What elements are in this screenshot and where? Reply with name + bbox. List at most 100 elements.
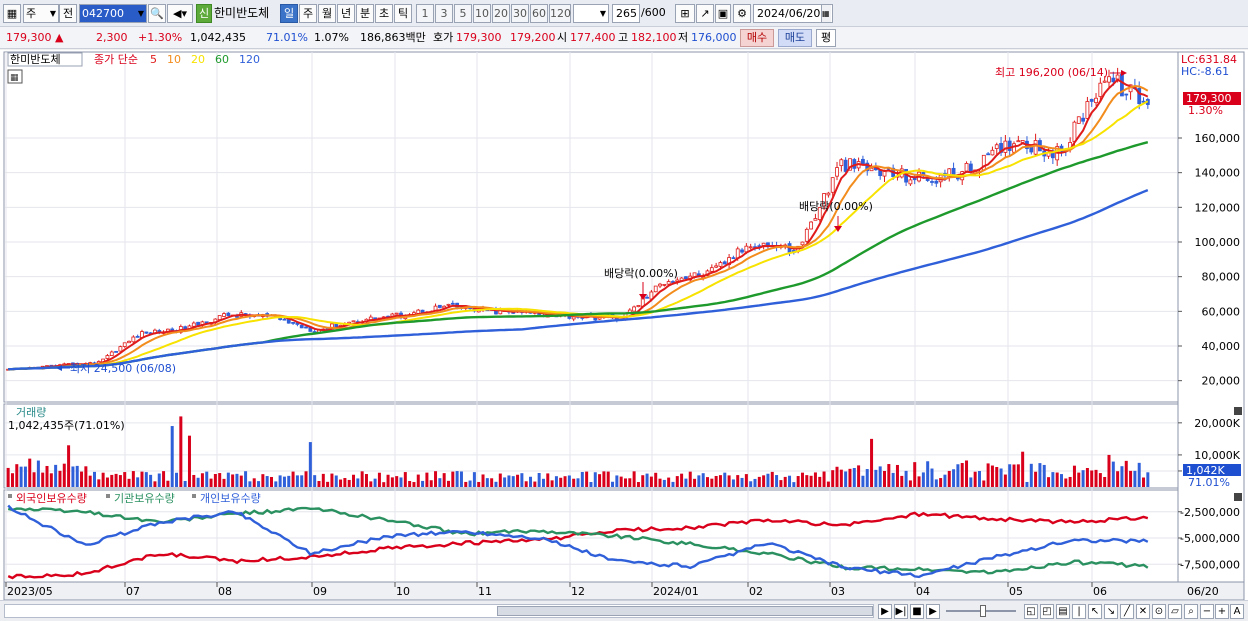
holdings-panel-close-icon[interactable]	[1234, 493, 1242, 501]
volume-tick-label: 10,000K	[1194, 449, 1240, 462]
table-icon[interactable]	[7, 69, 23, 84]
interval-30[interactable]: 30	[511, 4, 529, 23]
search-icon[interactable]: 🔍	[148, 4, 166, 23]
volume-bar	[895, 464, 899, 487]
price-value: 179,300	[6, 31, 52, 44]
draw-tool-icon[interactable]: ↗	[696, 4, 714, 23]
scroll-right-button[interactable]: ▶	[878, 604, 892, 619]
date-input[interactable]: 2024/06/20 ▦	[753, 4, 833, 23]
chart-area[interactable]: 160,000 140,000 120,000 100,000 80,000 60,000…	[0, 50, 1248, 601]
high-price: 182,100	[631, 31, 677, 44]
ma-legend: 5 10 20 60 120	[150, 53, 260, 66]
volume-bar	[1042, 464, 1046, 487]
tool-icon-5[interactable]: ↖	[1088, 604, 1102, 619]
volume-bar	[308, 442, 312, 487]
tab-tick[interactable]: 틱	[394, 4, 412, 23]
interval-120[interactable]: 120	[549, 4, 571, 23]
candle	[1012, 143, 1016, 153]
volume-bar	[636, 482, 640, 487]
font-size-icon[interactable]: A	[1230, 604, 1244, 619]
volume-bar	[105, 477, 109, 487]
volume-bar	[200, 473, 204, 487]
calendar-icon[interactable]: ▦	[821, 5, 831, 22]
play-button[interactable]: ▶	[926, 604, 940, 619]
candle-type-icon[interactable]: ⊞	[675, 4, 695, 23]
volume-bar	[611, 481, 615, 487]
count-total: /600	[641, 6, 666, 19]
volume-bar	[179, 416, 183, 487]
volume-bar	[520, 473, 524, 487]
volume-bar	[459, 471, 463, 487]
avg-button[interactable]: 평	[816, 29, 836, 47]
period-type-select[interactable]: 주 ▼	[23, 4, 59, 23]
x-tick-label: 03	[831, 585, 845, 598]
candle	[994, 144, 999, 149]
interval-1[interactable]: 1	[416, 4, 434, 23]
interval-60[interactable]: 60	[530, 4, 548, 23]
sell-button[interactable]: 매도	[778, 29, 812, 47]
price-title-box	[7, 52, 83, 67]
layout-icon[interactable]: ▦	[3, 4, 21, 23]
tool-icon-10[interactable]: ▱	[1168, 604, 1182, 619]
candle	[835, 167, 839, 177]
volume-bar	[1060, 474, 1064, 487]
sound-icon[interactable]: ◀▾	[167, 4, 193, 23]
interval-10[interactable]: 10	[473, 4, 491, 23]
scroll-end-button[interactable]: ▶|	[894, 604, 908, 619]
zoom-slider-handle[interactable]	[980, 605, 986, 617]
volume-bar	[321, 473, 325, 487]
volume-bar	[1137, 462, 1141, 487]
stop-button[interactable]: ■	[910, 604, 924, 619]
candle	[1089, 98, 1094, 102]
buy-button[interactable]: 매수	[740, 29, 774, 47]
volume-bar	[567, 475, 571, 487]
tool-icon-2[interactable]: ◰	[1040, 604, 1054, 619]
candle	[144, 331, 149, 334]
volume-bar	[1142, 477, 1146, 487]
save-icon[interactable]: ▣	[715, 4, 731, 23]
tab-week[interactable]: 주	[299, 4, 317, 23]
tool-icon-6[interactable]: ↘	[1104, 604, 1118, 619]
volume-bar	[326, 481, 330, 487]
interval-custom-input[interactable]: ▼	[573, 4, 609, 23]
tool-icon-7[interactable]: ╱	[1120, 604, 1134, 619]
tab-year[interactable]: 년	[337, 4, 355, 23]
scrollbar-track[interactable]	[4, 604, 874, 618]
volume-bar	[187, 435, 191, 487]
candle	[135, 335, 140, 338]
stock-code-input[interactable]: 042700 ▼	[79, 4, 147, 23]
volume-bar	[92, 471, 96, 487]
prev-button[interactable]: 전	[59, 4, 77, 23]
x-axis: 2023/05 07 08 09 10 11 12 2024/01 02 03 04 05 06	[5, 582, 1107, 598]
volume-bar	[585, 471, 589, 487]
zoom-out-icon[interactable]: −	[1200, 604, 1214, 619]
volume-bar	[641, 475, 645, 487]
tool-icon-8[interactable]: ✕	[1136, 604, 1150, 619]
volume-bar	[213, 474, 217, 487]
volume-bar	[680, 473, 684, 487]
interval-3[interactable]: 3	[435, 4, 453, 23]
tab-second[interactable]: 초	[375, 4, 393, 23]
tool-icon-4[interactable]: |	[1072, 604, 1086, 619]
gear-icon[interactable]: ⚙	[733, 4, 751, 23]
volume-panel-close-icon[interactable]	[1234, 407, 1242, 415]
zoom-plus-icon[interactable]: +	[1215, 604, 1229, 619]
interval-20[interactable]: 20	[492, 4, 510, 23]
volume-current: 1,042,435주(71.01%)	[8, 419, 125, 432]
candle	[1111, 77, 1116, 83]
candle	[930, 181, 934, 183]
tab-minute[interactable]: 분	[356, 4, 374, 23]
zoom-in-icon[interactable]: ⌕	[1184, 604, 1198, 619]
tool-icon-1[interactable]: ◱	[1024, 604, 1038, 619]
zoom-slider[interactable]	[946, 605, 1016, 617]
tool-icon-9[interactable]: ⊙	[1152, 604, 1166, 619]
volume-bar	[209, 478, 213, 487]
chart-canvas[interactable]: 160,000 140,000 120,000 100,000 80,000 60,000…	[0, 50, 1248, 601]
interval-5[interactable]: 5	[454, 4, 472, 23]
count-input[interactable]: 265	[612, 4, 640, 23]
candle	[1081, 117, 1085, 122]
scrollbar-thumb[interactable]	[497, 606, 873, 616]
tool-icon-3[interactable]: ▤	[1056, 604, 1070, 619]
tab-day[interactable]: 일	[280, 4, 298, 23]
tab-month[interactable]: 월	[318, 4, 336, 23]
